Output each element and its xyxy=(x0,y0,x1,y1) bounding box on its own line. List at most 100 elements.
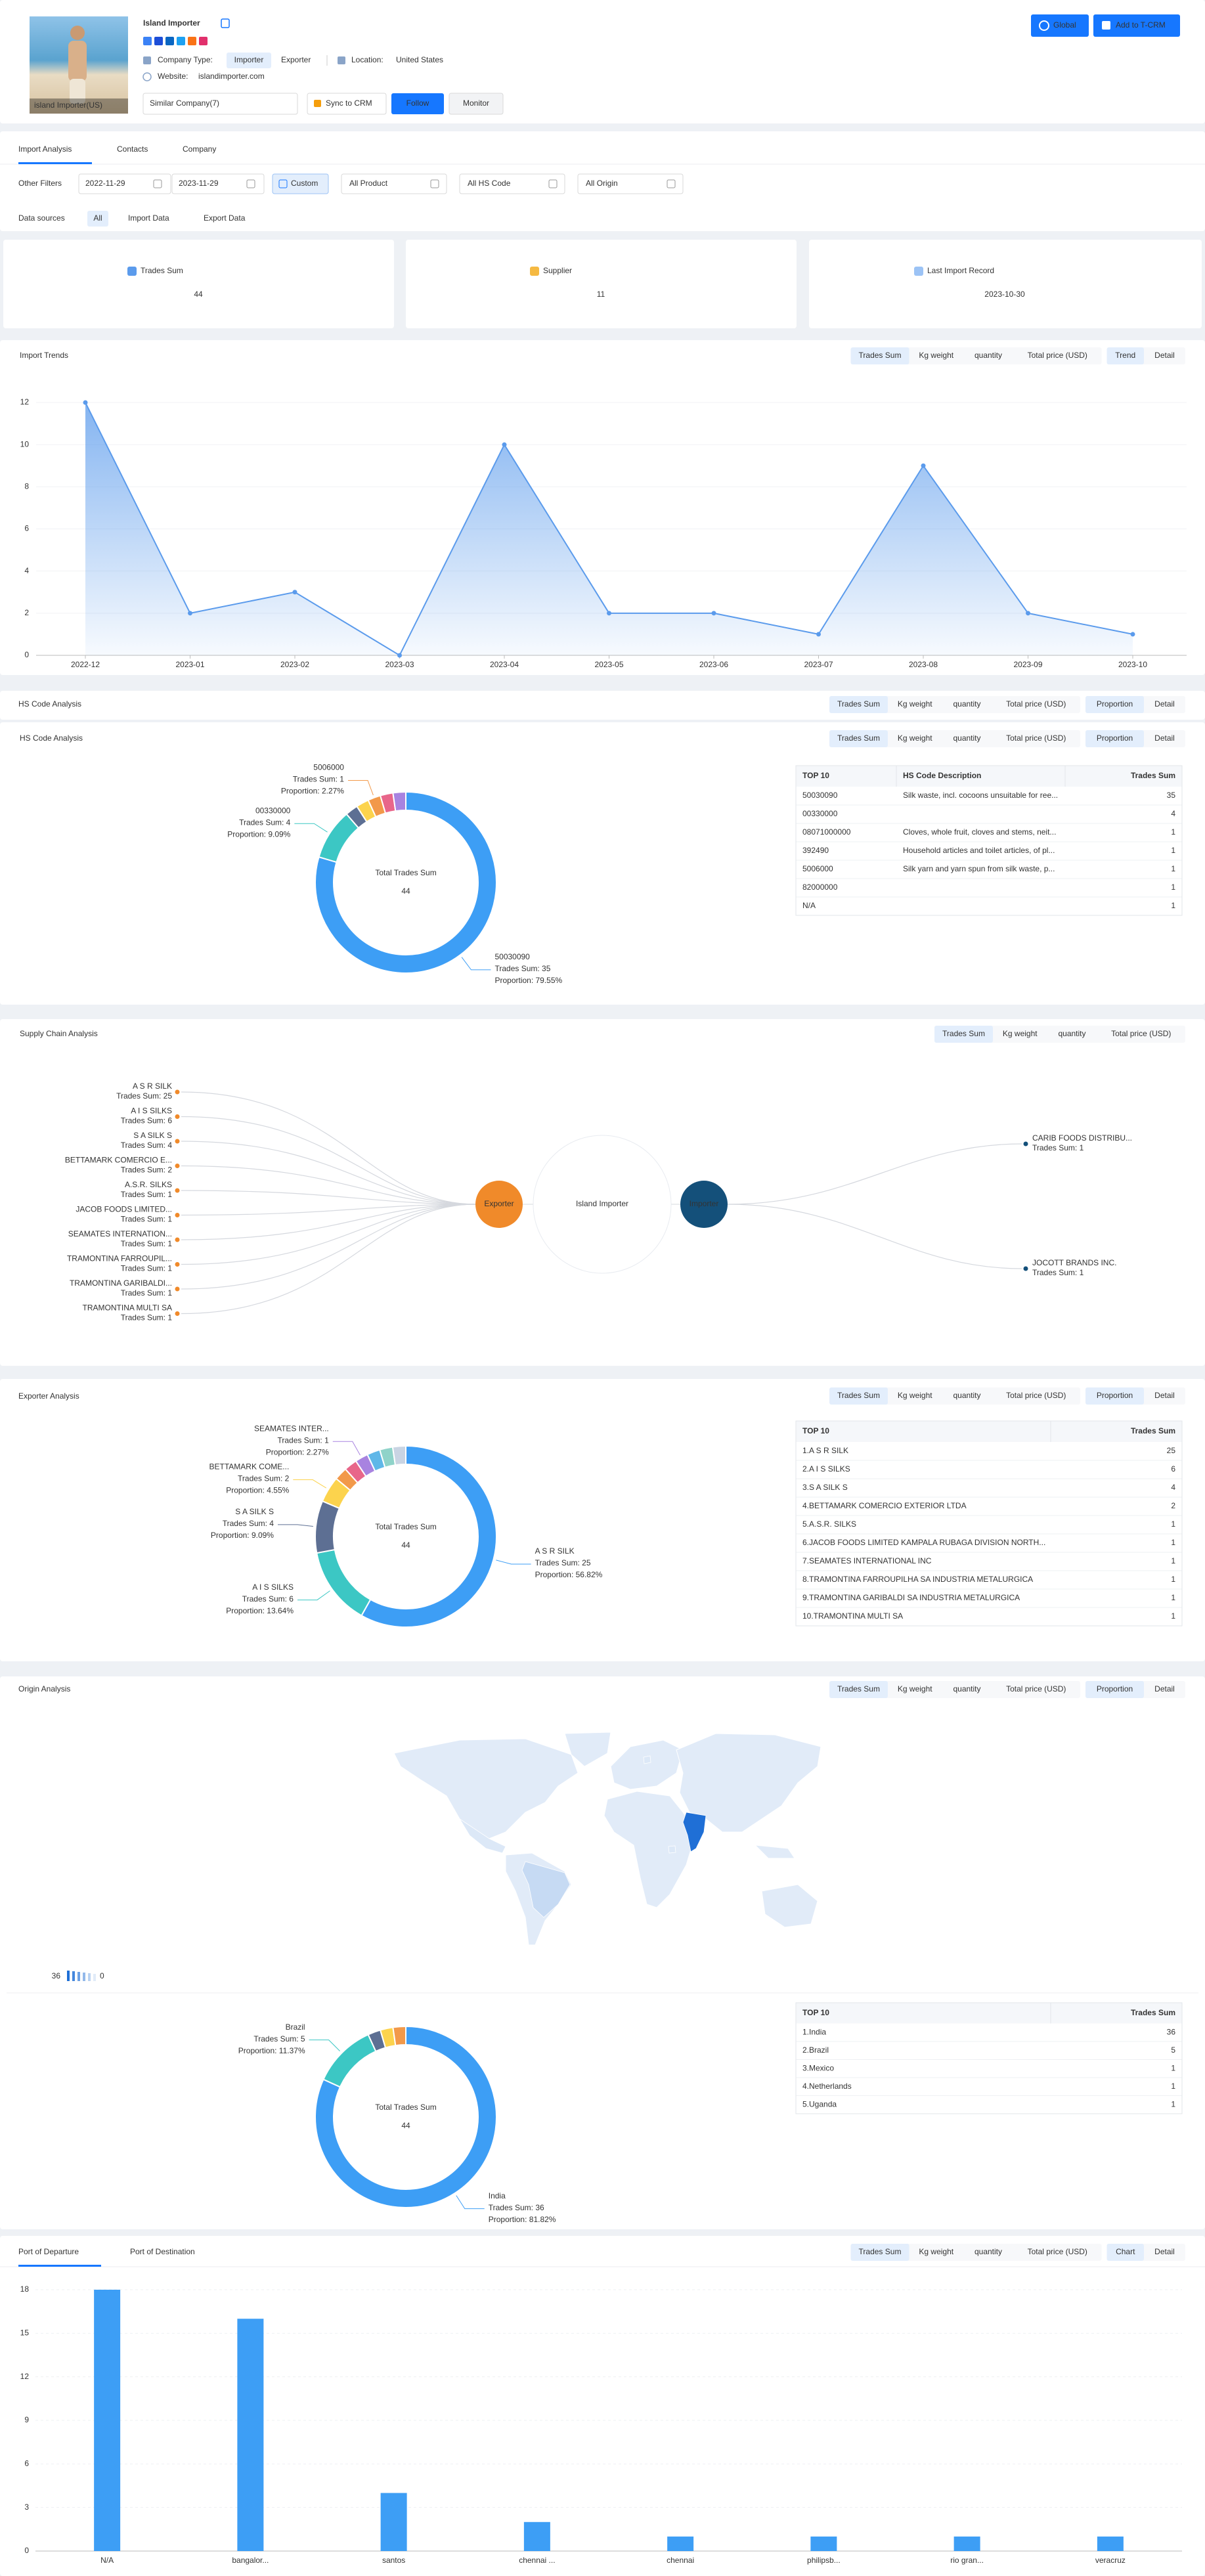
sync-button[interactable] xyxy=(307,93,387,115)
toggle-option[interactable]: Trend xyxy=(1115,351,1135,360)
toggle-option[interactable]: Detail xyxy=(1154,699,1175,709)
toggle-option[interactable]: Trades Sum xyxy=(942,1029,985,1038)
tab[interactable]: Port of Destination xyxy=(130,2247,195,2256)
x-tick-label: philipsb... xyxy=(807,2556,841,2565)
toggle-active xyxy=(1085,730,1144,747)
calendar-icon xyxy=(153,179,162,188)
toggle-option[interactable]: Trades Sum xyxy=(837,733,880,743)
toggle-option[interactable]: Kg weight xyxy=(919,351,953,360)
card xyxy=(0,0,1205,123)
table-header-cell: HS Code Description xyxy=(903,771,981,780)
toggle-option[interactable]: Proportion xyxy=(1097,733,1133,743)
toggle-option[interactable]: Detail xyxy=(1154,1684,1175,1693)
toggle-option[interactable]: quantity xyxy=(953,1391,980,1400)
tab[interactable]: Contacts xyxy=(117,144,148,154)
toggle-option[interactable]: Kg weight xyxy=(898,1684,932,1693)
data-source[interactable]: All xyxy=(93,213,102,223)
toggle-option[interactable]: Detail xyxy=(1154,733,1175,743)
toggle-option[interactable]: Proportion xyxy=(1097,699,1133,709)
social-icon[interactable] xyxy=(143,37,152,45)
table-cell: 1 xyxy=(1171,1519,1175,1529)
flow-link xyxy=(727,1204,1022,1269)
similar-box[interactable] xyxy=(142,93,298,115)
add-crm-button[interactable] xyxy=(1093,14,1180,37)
data-sources-label: Data sources xyxy=(18,213,65,223)
bar xyxy=(1097,2536,1124,2551)
social-icon[interactable] xyxy=(188,37,196,45)
y-tick-label: 12 xyxy=(20,2372,30,2381)
toggle-option[interactable]: Trades Sum xyxy=(837,1684,880,1693)
toggle-option[interactable]: Total price (USD) xyxy=(1111,1029,1171,1038)
date-input[interactable] xyxy=(171,173,265,194)
company-type: Importer xyxy=(234,55,264,64)
x-tick-label: 2023-05 xyxy=(594,660,623,669)
exporter-dot xyxy=(175,1164,180,1168)
toggle-option[interactable]: Detail xyxy=(1154,1391,1175,1400)
toggle-option[interactable]: quantity xyxy=(975,2247,1002,2256)
toggle-active xyxy=(1106,2244,1144,2261)
y-tick-label: 0 xyxy=(24,2546,29,2555)
select[interactable] xyxy=(577,173,684,194)
toggle-option[interactable]: quantity xyxy=(975,351,1002,360)
toggle-option[interactable]: Kg weight xyxy=(919,2247,953,2256)
toggle-group xyxy=(829,1681,1080,1698)
callout-line xyxy=(347,779,374,796)
tab[interactable]: Port of Departure xyxy=(18,2247,79,2256)
flow-link xyxy=(181,1204,476,1216)
map-legend-step xyxy=(93,1974,96,1981)
table-cell: 1 xyxy=(1171,846,1175,855)
toggle-option[interactable]: Total price (USD) xyxy=(1006,699,1066,709)
callout-value: Trades Sum: 4 xyxy=(223,1519,274,1528)
data-source[interactable]: Import Data xyxy=(128,213,169,223)
y-tick-label: 18 xyxy=(20,2284,30,2294)
table-cell: Silk yarn and yarn spun from silk waste,… xyxy=(903,864,1055,873)
data-source[interactable]: Export Data xyxy=(204,213,246,223)
toggle-option[interactable]: Total price (USD) xyxy=(1006,733,1066,743)
toggle-option[interactable]: Detail xyxy=(1154,2247,1175,2256)
monitor-button[interactable] xyxy=(449,93,504,115)
toggle-option[interactable]: Proportion xyxy=(1097,1684,1133,1693)
website[interactable]: islandimporter.com xyxy=(198,72,265,81)
stat-value: 11 xyxy=(597,290,605,299)
toggle-option[interactable]: Trades Sum xyxy=(859,351,902,360)
center-node-label: Island Importer xyxy=(576,1199,628,1208)
toggle-option[interactable]: Total price (USD) xyxy=(1006,1684,1066,1693)
social-icon[interactable] xyxy=(154,37,163,45)
toggle-option[interactable]: Trades Sum xyxy=(859,2247,902,2256)
map-legend-step xyxy=(67,1971,70,1981)
trend-point xyxy=(1130,632,1135,637)
toggle-option[interactable]: Kg weight xyxy=(1003,1029,1038,1038)
toggle-option[interactable]: Chart xyxy=(1116,2247,1135,2256)
toggle-option[interactable]: Total price (USD) xyxy=(1006,1391,1066,1400)
toggle-option[interactable]: Kg weight xyxy=(898,1391,932,1400)
date-input[interactable] xyxy=(78,173,171,194)
global-button[interactable] xyxy=(1031,14,1089,37)
follow-button[interactable] xyxy=(391,93,444,114)
toggle-option[interactable]: quantity xyxy=(953,733,980,743)
flow-link xyxy=(181,1190,476,1205)
toggle-option[interactable]: Trades Sum xyxy=(837,1391,880,1400)
social-icon[interactable] xyxy=(165,37,174,45)
social-icon[interactable] xyxy=(199,37,208,45)
trend-point xyxy=(711,611,716,616)
table-cell: Cloves, whole fruit, cloves and stems, n… xyxy=(903,827,1056,837)
tab[interactable]: Import Analysis xyxy=(18,144,72,154)
toggle-option[interactable]: Detail xyxy=(1154,351,1175,360)
tab[interactable]: Company xyxy=(183,144,216,154)
toggle-option[interactable]: Proportion xyxy=(1097,1391,1133,1400)
toggle-option[interactable]: quantity xyxy=(953,1684,980,1693)
toggle-option[interactable]: Trades Sum xyxy=(837,699,880,709)
social-icon[interactable] xyxy=(177,37,185,45)
toggle-option[interactable]: quantity xyxy=(1058,1029,1085,1038)
toggle-option[interactable]: quantity xyxy=(953,699,980,709)
select[interactable] xyxy=(459,173,565,194)
exporter-node-label: Exporter xyxy=(484,1199,514,1208)
bar xyxy=(810,2536,837,2551)
toggle-option[interactable]: Kg weight xyxy=(898,699,932,709)
custom-button[interactable] xyxy=(272,173,329,194)
toggle-option[interactable]: Total price (USD) xyxy=(1028,351,1087,360)
toggle-option[interactable]: Kg weight xyxy=(898,733,932,743)
importer-name: JOCOTT BRANDS INC. xyxy=(1032,1258,1116,1267)
select[interactable] xyxy=(341,173,447,194)
toggle-option[interactable]: Total price (USD) xyxy=(1028,2247,1087,2256)
